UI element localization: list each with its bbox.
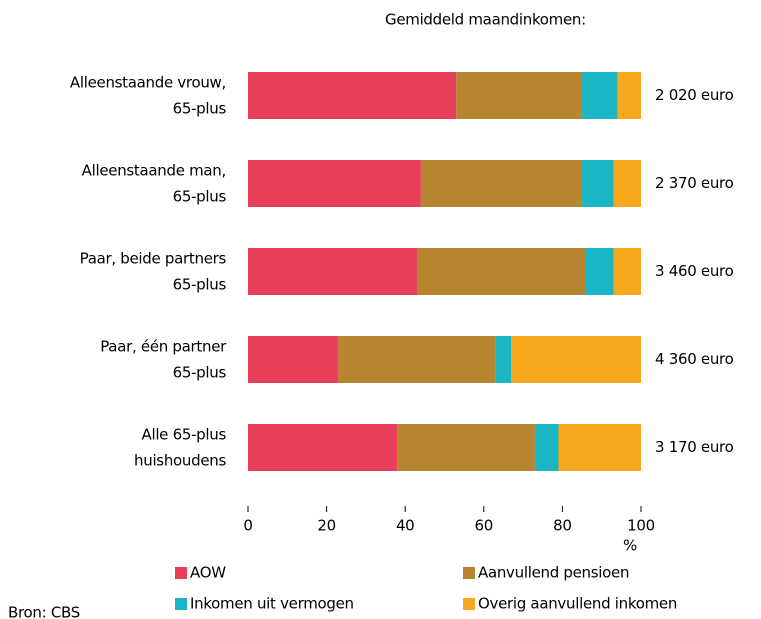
income-label: 2 020 euro xyxy=(655,86,734,104)
bar-segment xyxy=(582,160,614,207)
bar-segment xyxy=(397,424,535,471)
x-tick-label: 20 xyxy=(317,517,336,535)
bar-segment xyxy=(582,72,618,119)
x-axis-label: % xyxy=(623,537,637,555)
x-tick-label: 40 xyxy=(396,517,415,535)
source: Bron: CBS xyxy=(8,604,80,619)
income-title: Gemiddeld maandinkomen: xyxy=(385,11,586,29)
x-tick-label: 60 xyxy=(475,517,494,535)
legend-swatch xyxy=(463,598,475,610)
bar-segment xyxy=(248,72,457,119)
y-tick-label: Paar, één partner xyxy=(100,338,227,356)
bar-segment xyxy=(613,248,641,295)
bar-segment xyxy=(248,160,421,207)
bar-segment xyxy=(511,336,641,383)
y-tick-label: 65-plus xyxy=(173,100,227,118)
income-label: 4 360 euro xyxy=(655,350,734,368)
x-tick-label: 0 xyxy=(243,517,252,535)
income-label: 3 170 euro xyxy=(655,438,734,456)
income-label: 3 460 euro xyxy=(655,262,734,280)
y-tick-label: Paar, beide partners xyxy=(80,250,227,268)
bar-segment xyxy=(558,424,641,471)
y-tick-label: 65-plus xyxy=(173,364,227,382)
y-tick-label: 65-plus xyxy=(173,276,227,294)
legend-label: AOW xyxy=(190,564,226,582)
x-tick-label: 100 xyxy=(627,517,655,535)
bar-segment xyxy=(456,72,583,119)
y-tick-label: 65-plus xyxy=(173,188,227,206)
x-tick-label: 80 xyxy=(553,517,572,535)
bar-segment xyxy=(338,336,496,383)
bar-segment xyxy=(416,248,586,295)
bar-segment xyxy=(495,336,512,383)
bar-segment xyxy=(585,248,614,295)
bar-segment xyxy=(248,424,398,471)
y-tick-label: Alle 65-plus xyxy=(141,426,226,444)
bar-segment xyxy=(617,72,641,119)
bar-segment xyxy=(613,160,641,207)
y-tick-label: huishoudens xyxy=(134,452,226,470)
legend-swatch xyxy=(463,567,475,579)
legend-label: Overig aanvullend inkomen xyxy=(478,595,677,613)
income-label: 2 370 euro xyxy=(655,174,734,192)
bar-segment xyxy=(534,424,559,471)
bar-segment xyxy=(248,336,339,383)
legend-label: Inkomen uit vermogen xyxy=(190,595,354,613)
legend-swatch xyxy=(175,567,187,579)
bar-segment xyxy=(248,248,417,295)
y-tick-label: Alleenstaande man, xyxy=(82,162,226,180)
bar-segment xyxy=(420,160,583,207)
legend-swatch xyxy=(175,598,187,610)
y-tick-label: Alleenstaande vrouw, xyxy=(70,74,226,92)
legend-label: Aanvullend pensioen xyxy=(478,564,629,582)
